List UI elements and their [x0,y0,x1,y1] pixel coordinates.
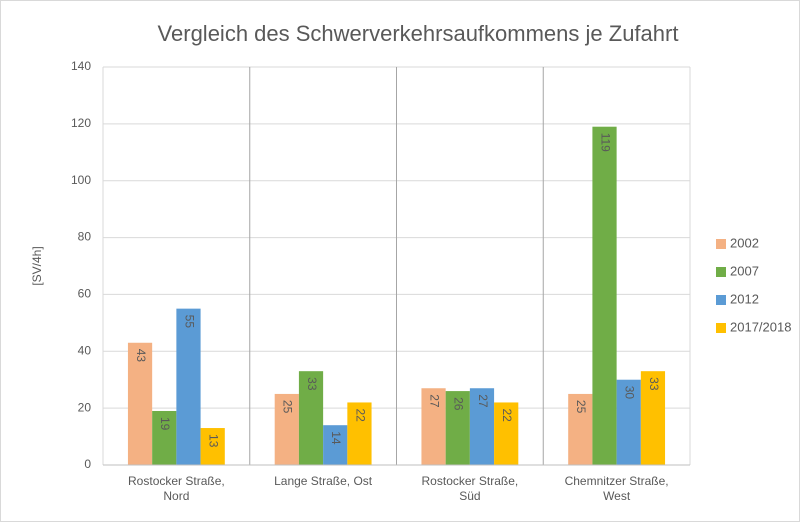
bar [421,388,446,465]
bar [568,393,593,465]
data-label: 27 [427,394,441,408]
y-tick-label: 20 [78,400,92,414]
y-tick-label: 40 [78,343,92,357]
bar [127,342,153,465]
data-label: 25 [281,400,295,414]
data-label: 30 [623,386,637,400]
bar [494,402,519,465]
data-label: 119 [598,133,612,152]
chart-title: Vergleich des Schwerverkehrsaufkommens j… [158,21,679,46]
bar [323,425,348,465]
data-label: 26 [452,397,466,411]
y-tick-label: 60 [78,287,92,301]
x-tick-label: Chemnitzer Straße, West [564,474,669,503]
data-label: 33 [647,377,661,391]
legend-swatch [716,267,726,277]
y-axis-label: [SV/4h] [30,246,44,285]
bar [469,388,495,465]
bar [347,402,372,465]
y-tick-label: 0 [84,457,91,471]
legend-label: 2007 [730,263,759,278]
bar [152,410,177,465]
bar [200,428,225,465]
y-tick-label: 120 [71,116,91,130]
legend-swatch [716,323,726,333]
bar [616,379,641,465]
data-label: 22 [500,408,514,422]
data-label: 13 [207,434,221,448]
x-tick-label: Lange Straße, Ost [274,474,373,488]
legend-label: 2017/2018 [730,319,791,334]
y-tick-label: 100 [71,173,91,187]
data-label: 27 [476,394,490,408]
data-label: 43 [134,349,148,363]
legend-swatch [716,295,726,305]
x-tick-label: Rostocker Straße, Nord [128,474,225,503]
bar [445,391,470,465]
y-tick-label: 80 [78,230,92,244]
bar [298,371,324,465]
data-label: 33 [305,377,319,391]
bar [274,393,299,465]
bar [176,308,201,465]
bar [640,371,666,465]
data-label: 55 [182,315,196,329]
data-label: 14 [329,431,343,445]
legend-label: 2012 [730,291,759,306]
bar [592,126,617,465]
data-label: 25 [574,400,588,414]
legend-label: 2002 [730,235,759,250]
x-tick-label: Rostocker Straße, Süd [421,474,519,503]
data-label: 19 [158,417,172,431]
y-tick-label: 140 [71,59,91,73]
data-label: 22 [353,408,367,422]
legend-swatch [716,239,726,249]
